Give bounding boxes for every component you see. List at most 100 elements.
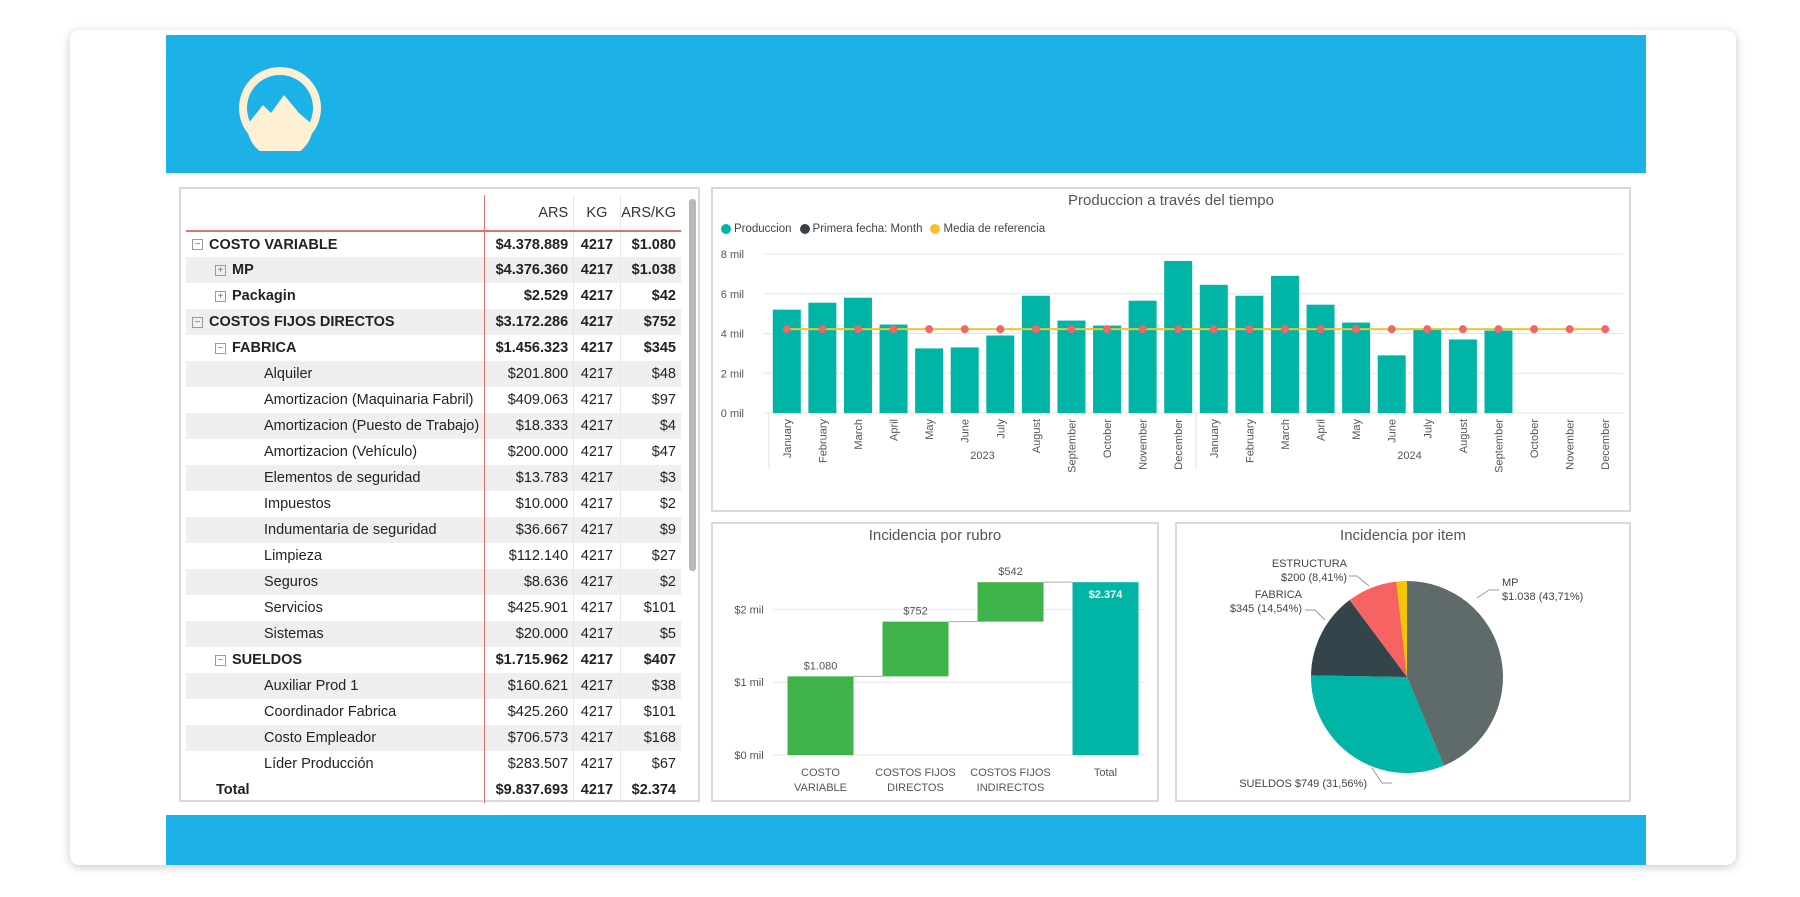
legend-item-primera-fecha[interactable]: Primera fecha: Month [799, 223, 922, 235]
matrix-row[interactable]: Amortizacion (Puesto de Trabajo) $18.333 4… [186, 413, 681, 439]
matrix-row[interactable]: Limpieza $112.140 4217 $27 [186, 543, 681, 569]
matrix-row[interactable]: Amortizacion (Maquinaria Fabril) $409.063… [186, 387, 681, 413]
waterfall-bar[interactable] [977, 582, 1044, 622]
reference-point[interactable] [1601, 325, 1610, 334]
reference-point[interactable] [818, 325, 827, 334]
matrix-header-ars[interactable]: ARS [484, 195, 575, 231]
reference-point[interactable] [1209, 325, 1218, 334]
reference-point[interactable] [1067, 325, 1076, 334]
production-bar[interactable] [1057, 320, 1086, 413]
reference-point[interactable] [1138, 325, 1147, 334]
reference-point[interactable] [782, 325, 791, 334]
production-bar[interactable] [1128, 300, 1157, 413]
production-bar[interactable] [1199, 284, 1228, 413]
row-kg: 4217 [573, 387, 621, 413]
item-pie-chart[interactable]: MP $1.038 (43,71%) SUELDOS $749 (31,56%) FA… [1177, 524, 1629, 800]
matrix-row[interactable]: Auxiliar Prod 1 $160.621 4217 $38 [186, 673, 681, 699]
collapse-icon[interactable]: − [192, 316, 203, 328]
month-tick-label: February [1244, 419, 1256, 464]
pie-slice-packagin[interactable] [1396, 581, 1407, 677]
reference-point[interactable] [1280, 325, 1289, 334]
waterfall-bar[interactable] [1072, 582, 1139, 755]
expand-icon[interactable]: + [215, 290, 226, 302]
production-bar[interactable] [986, 335, 1015, 413]
collapse-icon[interactable]: − [215, 654, 226, 666]
reference-point[interactable] [960, 325, 969, 334]
row-kg: 4217 [573, 621, 621, 647]
matrix-row[interactable]: + MP $4.376.360 4217 $1.038 [186, 257, 681, 283]
production-bar[interactable] [1164, 260, 1193, 413]
reference-point[interactable] [853, 325, 862, 334]
production-bar[interactable] [1093, 325, 1122, 413]
matrix-scrollbar[interactable] [689, 199, 696, 571]
reference-point[interactable] [1174, 325, 1183, 334]
row-kg: 4217 [573, 673, 621, 699]
production-bar[interactable] [1413, 328, 1442, 413]
production-bar[interactable] [808, 302, 837, 413]
production-bar[interactable] [1448, 339, 1477, 413]
production-bar[interactable] [772, 309, 801, 413]
reference-point[interactable] [1387, 325, 1396, 334]
production-bar[interactable] [950, 347, 979, 413]
matrix-row[interactable]: − COSTO VARIABLE $4.378.889 4217 $1.080 [186, 231, 681, 257]
production-bar[interactable] [1306, 304, 1335, 413]
legend-item-produccion[interactable]: Produccion [721, 223, 792, 235]
reference-point[interactable] [1494, 325, 1503, 334]
matrix-row[interactable]: + Packagin $2.529 4217 $42 [186, 283, 681, 309]
pie-slice-fabrica[interactable] [1311, 600, 1407, 677]
matrix-row[interactable]: − SUELDOS $1.715.962 4217 $407 [186, 647, 681, 673]
matrix-header-ars-kg[interactable]: ARS/KG [621, 204, 676, 221]
matrix-row[interactable]: Servicios $425.901 4217 $101 [186, 595, 681, 621]
waterfall-bar[interactable] [882, 621, 949, 677]
reference-point[interactable] [996, 325, 1005, 334]
matrix-row[interactable]: Coordinador Fabrica $425.260 4217 $101 [186, 699, 681, 725]
reference-point[interactable] [925, 325, 934, 334]
row-ars-kg: $407 [643, 652, 676, 668]
reference-point[interactable] [1565, 325, 1574, 334]
rubro-chart-title: Incidencia por rubro [868, 527, 1002, 544]
matrix-header-kg[interactable]: KG [573, 195, 621, 231]
matrix-row[interactable]: − COSTOS FIJOS DIRECTOS $3.172.286 4217 $752 [186, 309, 681, 335]
reference-point[interactable] [1103, 325, 1112, 334]
production-bar[interactable] [1235, 295, 1264, 413]
month-tick-label: May [924, 419, 936, 440]
production-bar[interactable] [1021, 295, 1050, 413]
matrix-row[interactable]: Sistemas $20.000 4217 $5 [186, 621, 681, 647]
matrix-row[interactable]: Costo Empleador $706.573 4217 $168 [186, 725, 681, 751]
production-bar[interactable] [915, 348, 944, 413]
matrix-row[interactable]: Líder Producción $283.507 4217 $67 [186, 751, 681, 777]
production-bar[interactable] [1484, 330, 1513, 413]
total-kg: 4217 [573, 777, 621, 803]
matrix-row[interactable]: Seguros $8.636 4217 $2 [186, 569, 681, 595]
rubro-waterfall-chart[interactable]: $0 mil $1 mil $2 mil $1.080 COSTO VARIABLE $75… [713, 524, 1157, 800]
production-bar[interactable] [1270, 275, 1299, 413]
matrix-row[interactable]: Amortizacion (Vehículo) $200.000 4217 $47 [186, 439, 681, 465]
production-chart[interactable]: 0 mil 2 mil 4 mil 6 mil 8 mil January February… [713, 189, 1629, 510]
production-bar[interactable] [879, 324, 908, 413]
production-bar[interactable] [843, 297, 872, 413]
y-tick-label: 2 mil [721, 368, 744, 380]
expand-icon[interactable]: + [215, 264, 226, 276]
waterfall-bar[interactable] [787, 676, 854, 755]
reference-point[interactable] [1423, 325, 1432, 334]
collapse-icon[interactable]: − [215, 342, 226, 354]
reference-point[interactable] [1316, 325, 1325, 334]
legend-item-media[interactable]: Media de referencia [930, 223, 1045, 235]
reference-point[interactable] [889, 325, 898, 334]
pie-slice-mp[interactable] [1407, 581, 1504, 766]
reference-point[interactable] [1031, 325, 1040, 334]
production-bar[interactable] [1377, 355, 1406, 413]
pie-slice-sueldos[interactable] [1311, 675, 1444, 773]
matrix-row[interactable]: − FABRICA $1.456.323 4217 $345 [186, 335, 681, 361]
matrix-row[interactable]: Impuestos $10.000 4217 $2 [186, 491, 681, 517]
reference-point[interactable] [1530, 325, 1539, 334]
matrix-row[interactable]: Elementos de seguridad $13.783 4217 $3 [186, 465, 681, 491]
pie-slice-estructura[interactable] [1349, 581, 1407, 677]
reference-point[interactable] [1458, 325, 1467, 334]
production-bar[interactable] [1342, 322, 1371, 413]
reference-point[interactable] [1352, 325, 1361, 334]
matrix-row[interactable]: Indumentaria de seguridad $36.667 4217 $9 [186, 517, 681, 543]
matrix-row[interactable]: Alquiler $201.800 4217 $48 [186, 361, 681, 387]
reference-point[interactable] [1245, 325, 1254, 334]
collapse-icon[interactable]: − [192, 239, 203, 251]
